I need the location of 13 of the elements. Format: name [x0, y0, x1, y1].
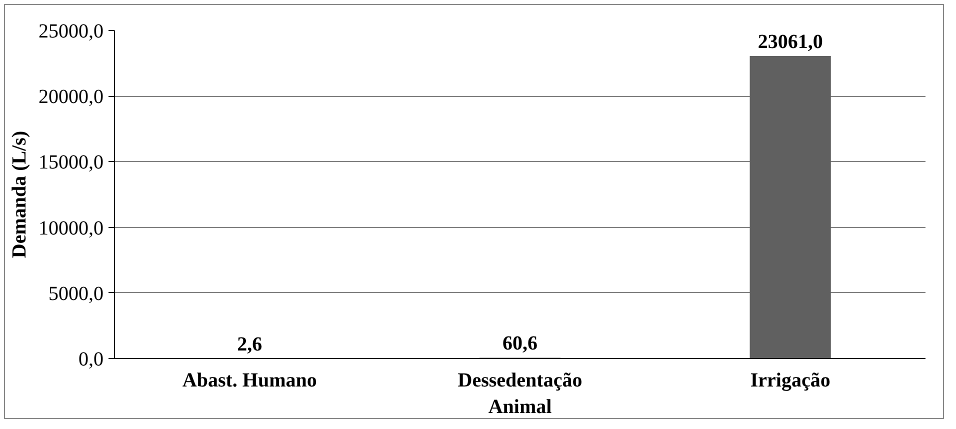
- y-axis-title: Demanda (L/s): [8, 130, 30, 258]
- x-tick-label: Abast. Humano: [182, 370, 317, 392]
- data-label: 23061,0: [758, 30, 823, 53]
- x-tick-label: Irrigação: [750, 370, 830, 392]
- data-label: 2,6: [237, 333, 262, 356]
- y-tick-label: 5000,0: [48, 282, 104, 305]
- y-tick-label: 10000,0: [38, 217, 104, 240]
- y-tick-label: 15000,0: [38, 152, 104, 174]
- data-label: 60,6: [502, 332, 538, 355]
- y-tick-label: 20000,0: [38, 86, 104, 108]
- x-tick-label: Dessedentação Animal: [458, 370, 582, 418]
- y-tick-label: 0,0: [78, 348, 104, 370]
- y-tick-label: 25000,0: [38, 20, 104, 42]
